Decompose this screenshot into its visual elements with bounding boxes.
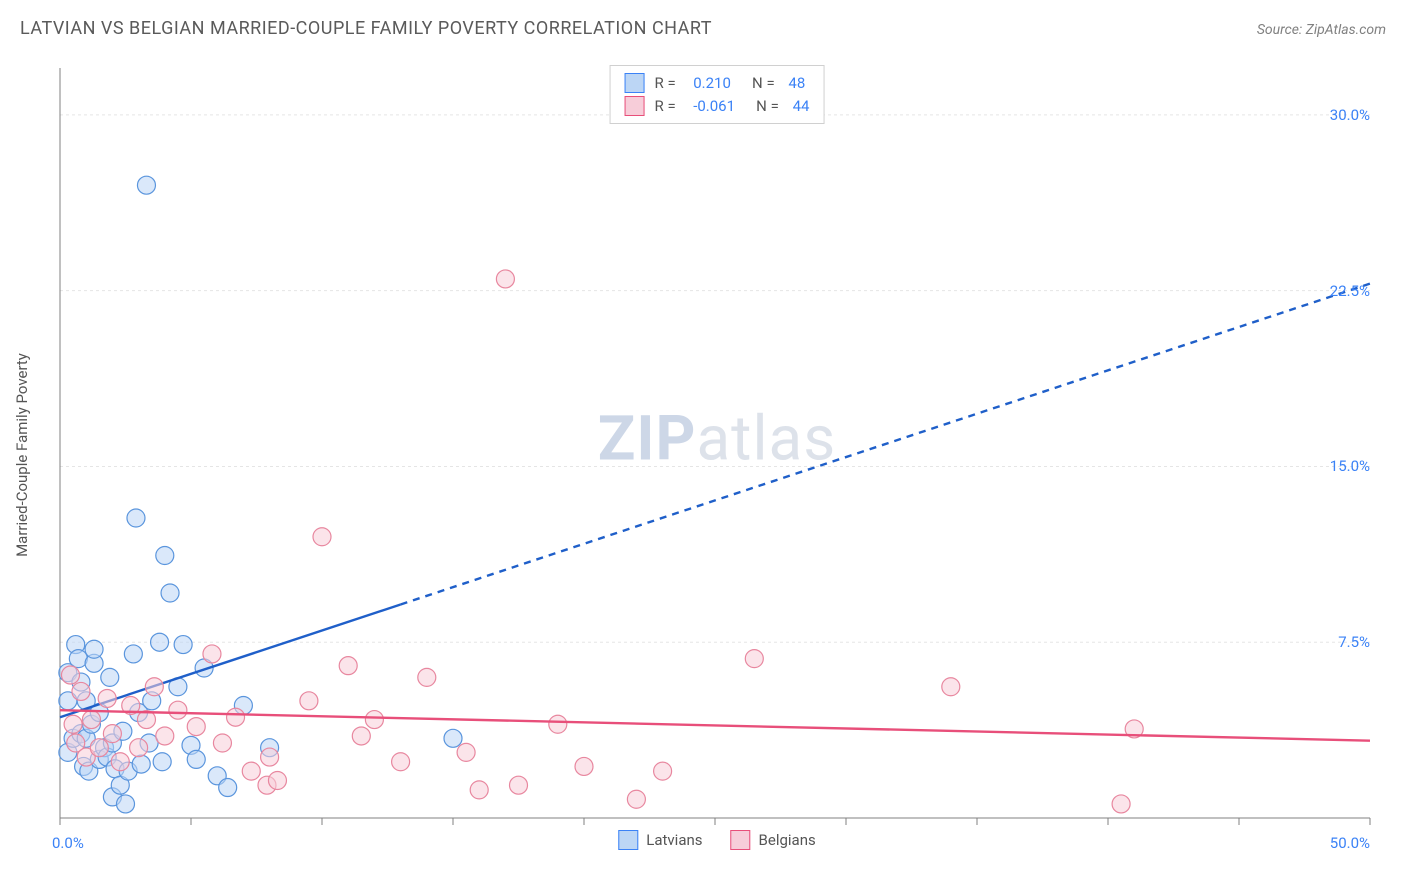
stats-legend: R = 0.210 N = 48R = -0.061 N = 44 <box>610 65 825 124</box>
y-tick-label: 30.0% <box>1330 106 1370 124</box>
y-tick-label: 7.5% <box>1338 633 1370 651</box>
chart-title: LATVIAN VS BELGIAN MARRIED-COUPLE FAMILY… <box>20 18 712 39</box>
legend-label: Latvians <box>646 831 702 849</box>
chart-container: LATVIAN VS BELGIAN MARRIED-COUPLE FAMILY… <box>0 0 1406 892</box>
x-axis-min-label: 0.0% <box>52 834 84 852</box>
y-axis-label: Married-Couple Family Poverty <box>13 353 31 557</box>
stats-legend-row: R = -0.061 N = 44 <box>625 95 810 118</box>
n-value: 44 <box>793 95 810 118</box>
legend-swatch <box>625 96 645 116</box>
legend-swatch <box>625 73 645 93</box>
legend-item: Latvians <box>618 830 702 850</box>
r-label: R = <box>655 72 684 95</box>
n-label: N = <box>741 72 779 95</box>
r-value: -0.061 <box>693 95 735 118</box>
r-label: R = <box>655 95 684 118</box>
source-attribution: Source: ZipAtlas.com <box>1257 22 1386 38</box>
legend-swatch <box>618 830 638 850</box>
r-value: 0.210 <box>693 72 731 95</box>
header-row: LATVIAN VS BELGIAN MARRIED-COUPLE FAMILY… <box>20 18 1386 39</box>
y-tick-label: 22.5% <box>1330 282 1370 300</box>
legend-swatch <box>731 830 751 850</box>
y-tick-label: 15.0% <box>1330 457 1370 475</box>
stats-legend-row: R = 0.210 N = 48 <box>625 72 810 95</box>
legend-item: Belgians <box>731 830 816 850</box>
x-axis-max-label: 50.0% <box>1330 834 1370 852</box>
legend-label: Belgians <box>759 831 816 849</box>
plot-svg <box>52 60 1382 850</box>
series-legend: Latvians Belgians <box>618 830 815 850</box>
n-label: N = <box>745 95 783 118</box>
n-value: 48 <box>788 72 805 95</box>
plot-area: Married-Couple Family Poverty ZIPatlas R… <box>52 60 1382 850</box>
